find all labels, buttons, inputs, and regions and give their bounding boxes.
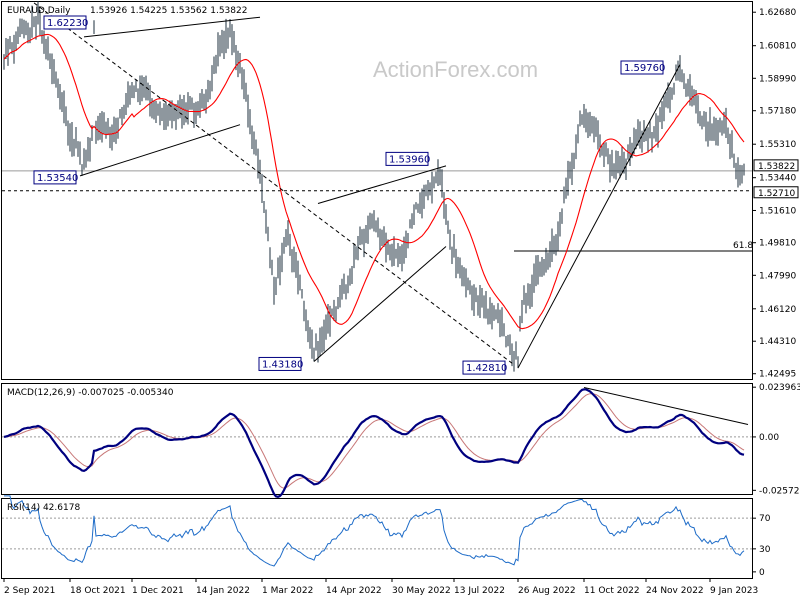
annotation-box — [620, 60, 664, 75]
price-tick-label: 1.60810 — [759, 42, 796, 52]
price-tick-label: 1.62680 — [759, 8, 796, 18]
annotation-label: 1.53960 — [389, 154, 430, 165]
price-tag-box — [753, 159, 799, 172]
price-trendline — [79, 124, 241, 177]
annotation-box — [385, 151, 429, 166]
annotation-label: 1.53540 — [37, 173, 78, 184]
annotation-box — [462, 360, 506, 375]
annotation-box — [33, 170, 77, 185]
watermark: ActionForex.com — [373, 57, 538, 82]
price-trendline — [313, 246, 447, 362]
annotation-label: 1.43180 — [262, 359, 303, 370]
rsi-axis: 70 30 0 — [752, 514, 771, 578]
price-annotations: 1.62230 1.53540 1.53960 1.43180 1.42810 1.597… — [33, 15, 665, 375]
rsi-panel-title: RSI(14) 42.6178 — [7, 503, 80, 513]
price-trendline — [517, 64, 681, 369]
price-bars — [3, 1, 745, 372]
macd-tick-label: 0.023963 — [759, 383, 800, 393]
macd-main-line — [3, 388, 745, 498]
macd-signal-line — [3, 393, 745, 489]
date-axis: 2 Sep 2021 18 Oct 2021 1 Dec 2021 14 Jan 20… — [3, 578, 758, 596]
annotation-box — [43, 15, 87, 30]
macd-trendline — [583, 387, 749, 425]
price-tick-label: 1.42495 — [759, 370, 796, 380]
price-tick-label: 1.49810 — [759, 239, 796, 249]
date-tick-label: 26 Aug 2022 — [518, 586, 576, 596]
price-tick-label: 1.51610 — [759, 206, 796, 216]
date-tick-label: 9 Jan 2023 — [710, 586, 758, 596]
rsi-line — [2, 495, 752, 567]
annotation-label: 1.42810 — [466, 363, 507, 374]
price-tag-label: 1.52710 — [758, 189, 795, 199]
price-tag-label: 1.53822 — [758, 162, 795, 172]
date-tick-label: 13 Jul 2022 — [454, 586, 505, 596]
date-tick-label: 14 Jan 2022 — [196, 586, 250, 596]
macd-tick-label: 0.00 — [759, 433, 779, 443]
price-tag-box — [753, 186, 799, 199]
fib-label: 61.8 — [733, 241, 753, 251]
macd-tick-label: -0.025726 — [759, 486, 800, 496]
annotation-box — [258, 356, 302, 371]
price-tick-label: 1.53440 — [759, 174, 796, 184]
date-tick-label: 1 Mar 2022 — [262, 586, 313, 596]
date-tick-label: 1 Dec 2021 — [132, 586, 184, 596]
date-tick-label: 30 May 2022 — [392, 586, 451, 596]
price-axis: 1.62680 1.60810 1.58990 1.57180 1.55310 1.534… — [752, 8, 799, 380]
price-tick-label: 1.44310 — [759, 337, 796, 347]
macd-axis: 0.023963 0.00 -0.025726 — [752, 383, 800, 496]
price-panel-title: EURAUD,Daily — [7, 6, 71, 16]
sma-line — [3, 33, 745, 330]
price-tick-label: 1.58990 — [759, 74, 796, 84]
date-tick-label: 14 Apr 2022 — [326, 586, 382, 596]
rsi-line-path — [4, 495, 745, 567]
price-trendline — [33, 2, 515, 366]
price-tick-label: 1.57180 — [759, 107, 796, 117]
moving-average — [3, 33, 745, 330]
price-tick-label: 1.46120 — [759, 305, 796, 315]
price-trendline — [83, 16, 261, 38]
rsi-tick-label: 70 — [759, 514, 771, 524]
price-trendline — [317, 165, 447, 204]
rsi-panel-frame — [1, 498, 753, 579]
macd-panel-frame — [1, 383, 753, 495]
date-tick-label: 11 Oct 2022 — [584, 586, 640, 596]
date-tick-label: 24 Nov 2022 — [646, 586, 704, 596]
price-tick-label: 1.55310 — [759, 140, 796, 150]
annotation-label: 1.62230 — [47, 18, 88, 29]
price-tick-label: 1.47990 — [759, 271, 796, 281]
rsi-tick-label: 0 — [759, 568, 765, 578]
ohlc-values: 1.53926 1.54225 1.53562 1.53822 — [90, 6, 247, 16]
macd-lines — [2, 387, 752, 498]
date-tick-label: 2 Sep 2021 — [4, 586, 55, 596]
trendlines — [33, 2, 681, 369]
macd-panel-title: MACD(12,26,9) -0.007025 -0.005340 — [7, 388, 174, 398]
annotation-label: 1.59760 — [624, 63, 665, 74]
rsi-tick-label: 30 — [759, 545, 771, 555]
date-tick-label: 18 Oct 2021 — [70, 586, 126, 596]
